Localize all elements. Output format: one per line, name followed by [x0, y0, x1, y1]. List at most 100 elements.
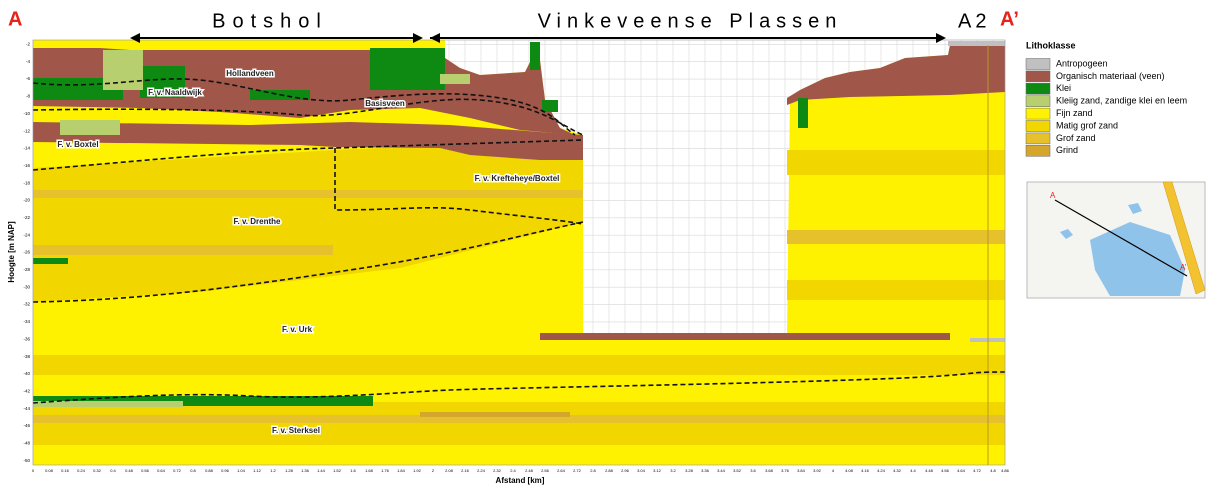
section-line [1054, 199, 1188, 277]
legend-label: Antropogeen [1056, 58, 1108, 68]
x-tick-label: 0.96 [221, 468, 230, 473]
klei [542, 100, 558, 112]
x-tick-label: 1.6 [350, 468, 356, 473]
x-tick-label: 1.28 [285, 468, 294, 473]
x-tick-label: 3.6 [750, 468, 756, 473]
section-name: Botshol [212, 10, 328, 32]
legend-swatch [1025, 83, 1051, 95]
kleiig-zand [60, 120, 120, 135]
x-tick-label: 2.8 [590, 468, 596, 473]
water [1090, 222, 1185, 296]
x-tick-label: 4.56 [941, 468, 950, 473]
klei [140, 66, 185, 98]
legend-label: Klei [1056, 83, 1071, 93]
klei [370, 48, 445, 90]
y-tick-label: -50 [23, 458, 30, 463]
x-tick-label: 1.36 [301, 468, 310, 473]
x-tick-label: 4.72 [973, 468, 982, 473]
formation-label: F. v. Urk [282, 325, 313, 334]
y-tick-label: -26 [23, 250, 30, 255]
boundary [32, 221, 584, 303]
x-tick-label: 2.4 [510, 468, 516, 473]
x-tick-label: 0.88 [205, 468, 214, 473]
formation-label: F. v. Drenthe [234, 217, 282, 226]
y-tick-label: -20 [23, 198, 30, 203]
x-tick-label: 2.72 [573, 468, 582, 473]
x-axis-title: Afstand [km] [496, 476, 545, 485]
klei [33, 258, 68, 264]
inset-label: A’ [1180, 263, 1187, 272]
legend-label: Grof zand [1056, 133, 1096, 143]
x-tick-label: 4.32 [893, 468, 902, 473]
formation-boundaries [32, 78, 1006, 404]
y-tick-label: -32 [23, 302, 30, 307]
x-tick-label: 2 [432, 468, 435, 473]
matig-grof-zand [33, 402, 1005, 445]
y-tick-label: -10 [23, 111, 30, 116]
x-tick-label: 3.84 [797, 468, 806, 473]
legend-swatch [1025, 132, 1051, 145]
y-tick-label: -14 [23, 146, 30, 151]
x-tick-label: 0.64 [157, 468, 166, 473]
veen [787, 45, 1005, 105]
y-axis-title: Hoogte [m NAP] [7, 221, 16, 283]
y-tick-label: -22 [23, 215, 30, 220]
ticks: -2 -4 -6 -8 -10 -12 -14 -16 -18 -20 -22 -24 -26 -28 -3… [23, 42, 1009, 474]
x-tick-label: 3.76 [781, 468, 790, 473]
legend: Lithoklasse Antropogeen Organisch materia… [1025, 40, 1187, 157]
grof-zand [33, 245, 333, 255]
x-tick-label: 1.92 [413, 468, 422, 473]
x-tick-label: 2.16 [461, 468, 470, 473]
y-tick-label: -34 [23, 319, 30, 324]
x-tick-label: 4 [832, 468, 835, 473]
legend-swatch [1025, 95, 1051, 107]
veen [540, 333, 950, 340]
y-tick-label: -18 [23, 180, 30, 185]
legend-swatch [1025, 58, 1051, 70]
legend-swatch [1025, 70, 1051, 83]
x-tick-label: 4.24 [877, 468, 886, 473]
y-tick-label: -48 [23, 441, 30, 446]
legend-swatch [1025, 145, 1051, 157]
x-tick-label: 2.08 [445, 468, 454, 473]
grof-zand [33, 415, 1005, 423]
formation-label: F. v. Boxtel [57, 140, 98, 149]
x-tick-label: 2.32 [493, 468, 502, 473]
y-tick-label: -8 [26, 94, 30, 99]
x-tick-label: 4.86 [1001, 468, 1010, 473]
legend-swatch [1025, 107, 1051, 120]
grof-zand [787, 230, 1005, 244]
lithology-section [33, 40, 1005, 465]
section-start: A [8, 8, 22, 30]
legend-label: Fijn zand [1056, 108, 1093, 118]
x-tick-label: 2.56 [541, 468, 550, 473]
x-tick-label: 0.48 [125, 468, 134, 473]
header: A Botshol Vinkeveense Plassen A2 A’ [8, 8, 1019, 43]
y-tick-label: -2 [26, 42, 30, 47]
y-tick-label: -42 [23, 388, 30, 393]
matig-grof-zand [787, 150, 1005, 175]
formation-label: F. v. Naaldwijk [148, 88, 202, 97]
y-tick-label: -6 [26, 76, 30, 81]
boundary [32, 371, 1006, 404]
x-tick-label: 4.08 [845, 468, 854, 473]
legend-title: Lithoklasse [1026, 40, 1076, 50]
x-tick-label: 0 [32, 468, 35, 473]
x-tick-label: 4.48 [925, 468, 934, 473]
x-tick-label: 3.28 [685, 468, 694, 473]
x-tick-label: 2.24 [477, 468, 486, 473]
kleiig-zand [440, 74, 470, 84]
y-tick-label: -38 [23, 354, 30, 359]
x-tick-label: 1.04 [237, 468, 246, 473]
grind [420, 412, 570, 417]
x-tick-label: 3.12 [653, 468, 662, 473]
legend-label: Grind [1056, 145, 1078, 155]
section-name: Vinkeveense Plassen [538, 10, 843, 32]
x-tick-label: 2.64 [557, 468, 566, 473]
legend-label: Kleiig zand, zandige klei en leem [1056, 96, 1187, 106]
x-tick-label: 1.76 [381, 468, 390, 473]
grof-zand [33, 190, 583, 198]
x-tick-label: 4.8 [990, 468, 996, 473]
matig-grof-zand [33, 355, 1005, 375]
x-tick-label: 0.56 [141, 468, 150, 473]
